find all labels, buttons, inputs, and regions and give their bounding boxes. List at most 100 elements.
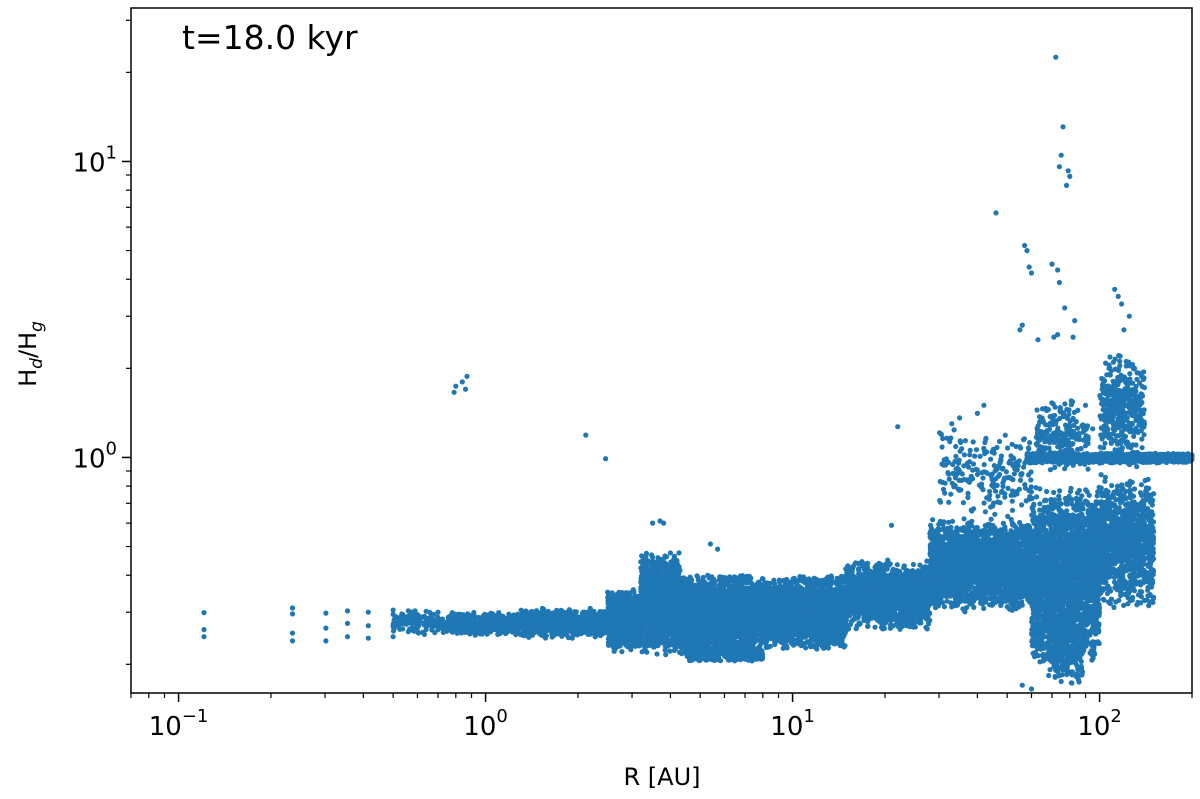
- data-point: [566, 634, 571, 639]
- data-point: [489, 628, 494, 633]
- data-point: [477, 629, 482, 634]
- data-point: [889, 523, 894, 528]
- data-point: [661, 521, 666, 526]
- data-point: [993, 210, 998, 215]
- data-point: [422, 622, 427, 627]
- data-point: [323, 611, 328, 616]
- data-point: [290, 631, 295, 636]
- data-point: [640, 580, 645, 585]
- data-point: [667, 579, 672, 584]
- data-point: [641, 610, 646, 615]
- data-point: [1071, 335, 1076, 340]
- data-point: [450, 630, 455, 635]
- data-point: [669, 597, 674, 602]
- data-point: [627, 636, 632, 641]
- data-point: [520, 631, 525, 636]
- data-point: [630, 617, 635, 622]
- data-point: [626, 601, 631, 606]
- data-point: [631, 589, 636, 594]
- data-point: [1051, 335, 1056, 340]
- data-point: [632, 643, 637, 648]
- data-point: [1059, 679, 1064, 684]
- data-point: [607, 629, 612, 634]
- data-point: [1062, 305, 1067, 310]
- data-point: [1057, 164, 1062, 169]
- data-point: [489, 616, 494, 621]
- data-point: [420, 630, 425, 635]
- data-point: [345, 608, 350, 613]
- data-point: [1116, 294, 1121, 299]
- data-point: [643, 644, 648, 649]
- data-point: [345, 634, 350, 639]
- data-point: [1057, 280, 1062, 285]
- data-point: [642, 570, 647, 575]
- data-point: [600, 631, 605, 636]
- data-point: [1029, 686, 1034, 691]
- data-point: [290, 605, 295, 610]
- data-point: [201, 634, 206, 639]
- data-point: [606, 605, 611, 610]
- data-point: [612, 645, 617, 650]
- data-point: [670, 573, 675, 578]
- data-point: [622, 615, 627, 620]
- data-point: [452, 390, 457, 395]
- data-point: [345, 621, 350, 626]
- data-point: [618, 643, 623, 648]
- data-point: [648, 624, 653, 629]
- data-point: [1072, 318, 1077, 323]
- data-point: [518, 619, 523, 624]
- data-point: [650, 559, 655, 564]
- data-point: [578, 617, 583, 622]
- data-point: [545, 628, 550, 633]
- data-point: [1053, 55, 1058, 60]
- data-point: [611, 609, 616, 614]
- data-point: [585, 619, 590, 624]
- data-point: [652, 620, 657, 625]
- data-point: [547, 619, 552, 624]
- data-point: [639, 633, 644, 638]
- data-point: [662, 626, 667, 631]
- data-point: [612, 622, 617, 627]
- data-point: [583, 433, 588, 438]
- data-point: [1127, 314, 1132, 319]
- data-point: [596, 627, 601, 632]
- data-point: [666, 563, 671, 568]
- data-point: [506, 612, 511, 617]
- data-point: [632, 607, 637, 612]
- data-point: [672, 579, 677, 584]
- data-point: [394, 614, 399, 619]
- data-point: [975, 411, 980, 416]
- data-point: [1027, 264, 1032, 269]
- data-point: [895, 424, 900, 429]
- data-point: [366, 623, 371, 628]
- data-point: [391, 634, 396, 639]
- data-point: [473, 621, 478, 626]
- data-point: [550, 610, 555, 615]
- data-point: [701, 575, 706, 580]
- data-point: [672, 615, 677, 620]
- data-point: [654, 635, 659, 640]
- data-point: [663, 574, 668, 579]
- data-point: [590, 617, 595, 622]
- data-point: [643, 553, 648, 558]
- data-point: [650, 521, 655, 526]
- data-point: [524, 623, 529, 628]
- data-point: [639, 586, 644, 591]
- data-point: [661, 634, 666, 639]
- data-point: [540, 606, 545, 611]
- data-point: [496, 616, 501, 621]
- data-point: [651, 592, 656, 597]
- data-point: [525, 611, 530, 616]
- data-point: [654, 651, 659, 656]
- data-point: [598, 612, 603, 617]
- data-point: [1029, 270, 1034, 275]
- data-point: [450, 610, 455, 615]
- data-point: [290, 611, 295, 616]
- data-point: [429, 627, 434, 632]
- data-point: [1017, 327, 1022, 332]
- data-point: [496, 610, 501, 615]
- data-point: [530, 633, 535, 638]
- data-point: [463, 387, 468, 392]
